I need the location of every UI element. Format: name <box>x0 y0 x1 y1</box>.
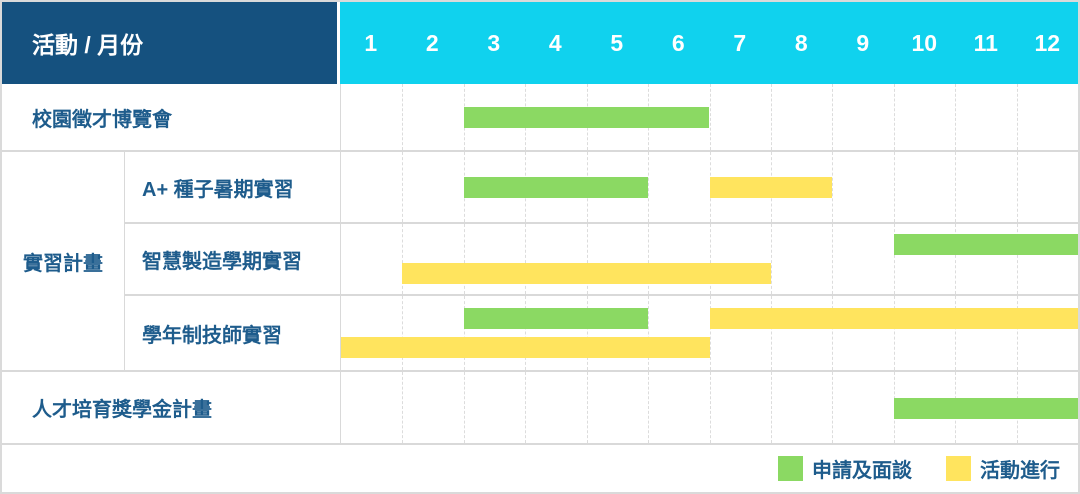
month-gridline <box>770 296 772 370</box>
month-label: 1 <box>364 29 378 56</box>
gantt-bar-apply <box>463 177 649 198</box>
gantt-bar-active <box>709 177 833 198</box>
month-gridline <box>402 84 404 150</box>
month-label: 7 <box>733 29 747 56</box>
month-label: 11 <box>973 29 998 56</box>
gantt-row: 校園徵才博覽會 <box>2 84 1078 152</box>
month-gridline <box>770 84 772 150</box>
month-gridline <box>1016 224 1018 294</box>
month-gridline <box>955 224 957 294</box>
month-gridline <box>586 372 588 443</box>
month-gridline <box>586 296 588 370</box>
month-label: 12 <box>1034 29 1061 56</box>
month-gridline <box>955 152 957 222</box>
chart-cell <box>341 296 1078 370</box>
group-block: 實習計畫 A+ 種子暑期實習 智慧製造學期實習 學年制技師實習 <box>2 152 1078 372</box>
month-label: 10 <box>911 29 938 56</box>
gantt-row: 人才培育獎學金計畫 <box>2 372 1078 445</box>
month-label: 8 <box>794 29 808 56</box>
row-label: 智慧製造學期實習 <box>125 224 341 294</box>
gantt-bar-apply <box>463 308 649 329</box>
month-gridline <box>463 372 465 443</box>
gantt-bar-active <box>402 263 771 284</box>
month-header: 1 2 3 4 5 6 7 8 9 10 11 12 <box>340 2 1078 84</box>
legend-active-swatch <box>946 456 971 481</box>
month-gridline <box>402 224 404 294</box>
month-gridline <box>463 296 465 370</box>
row-label: 校園徵才博覽會 <box>2 84 341 150</box>
gantt-bar-apply <box>893 234 1078 255</box>
row-label: 學年制技師實習 <box>125 296 341 370</box>
month-label: 2 <box>425 29 439 56</box>
legend: 申請及面談 活動進行 <box>2 445 1078 492</box>
header-row: 活動 / 月份 1 2 3 4 5 6 7 8 9 10 11 12 <box>2 2 1078 84</box>
month-gridline <box>832 296 834 370</box>
chart-cell <box>341 372 1078 443</box>
gantt-bar-apply <box>463 107 710 128</box>
month-gridline <box>525 296 527 370</box>
month-gridline <box>586 224 588 294</box>
month-gridline <box>648 296 650 370</box>
month-gridline <box>893 152 895 222</box>
month-gridline <box>1016 296 1018 370</box>
month-gridline <box>402 372 404 443</box>
month-gridline <box>709 224 711 294</box>
month-gridline <box>832 372 834 443</box>
gantt-bar-active <box>709 308 1078 329</box>
month-gridline <box>709 296 711 370</box>
gantt-row: A+ 種子暑期實習 <box>125 152 1078 224</box>
month-gridline <box>463 224 465 294</box>
row-label: A+ 種子暑期實習 <box>125 152 341 222</box>
group-label: 實習計畫 <box>2 152 125 370</box>
legend-apply-swatch <box>778 456 803 481</box>
month-gridline <box>1016 152 1018 222</box>
month-gridline <box>893 84 895 150</box>
month-label: 6 <box>671 29 685 56</box>
month-gridline <box>525 372 527 443</box>
month-gridline <box>648 224 650 294</box>
chart-cell <box>341 84 1078 150</box>
row-label: 人才培育獎學金計畫 <box>2 372 341 443</box>
legend-item-active: 活動進行 <box>946 454 1060 483</box>
month-label: 9 <box>856 29 870 56</box>
month-gridline <box>832 224 834 294</box>
legend-active-label: 活動進行 <box>980 460 1060 482</box>
gantt-bar-active <box>341 337 710 358</box>
month-gridline <box>402 296 404 370</box>
month-label: 3 <box>487 29 501 56</box>
month-gridline <box>402 152 404 222</box>
gantt-row: 智慧製造學期實習 <box>125 224 1078 296</box>
group-children: A+ 種子暑期實習 智慧製造學期實習 學年制技師實習 <box>125 152 1078 370</box>
chart-cell <box>341 152 1078 222</box>
month-label: 4 <box>548 29 562 56</box>
month-gridline <box>709 372 711 443</box>
gantt-bar-apply <box>893 397 1078 419</box>
month-gridline <box>893 224 895 294</box>
chart-cell <box>341 224 1078 294</box>
corner-header-label: 活動 / 月份 <box>32 32 144 58</box>
month-gridline <box>648 372 650 443</box>
month-gridline <box>955 84 957 150</box>
month-gridline <box>709 84 711 150</box>
corner-header-cell: 活動 / 月份 <box>2 2 340 84</box>
month-gridline <box>770 224 772 294</box>
month-gridline <box>832 84 834 150</box>
month-gridline <box>1016 84 1018 150</box>
month-gridline <box>832 152 834 222</box>
legend-item-apply: 申請及面談 <box>778 454 912 483</box>
month-gridline <box>955 296 957 370</box>
gantt-body: 校園徵才博覽會 實習計畫 A+ 種子暑期實習 智慧製造學期實習 學年制技師實習 人才培育獎… <box>2 84 1078 445</box>
month-label: 5 <box>610 29 624 56</box>
month-gridline <box>770 372 772 443</box>
month-gridline <box>525 224 527 294</box>
month-gridline <box>648 152 650 222</box>
legend-apply-label: 申請及面談 <box>812 460 912 482</box>
month-gridline <box>893 296 895 370</box>
gantt-row: 學年制技師實習 <box>125 296 1078 370</box>
